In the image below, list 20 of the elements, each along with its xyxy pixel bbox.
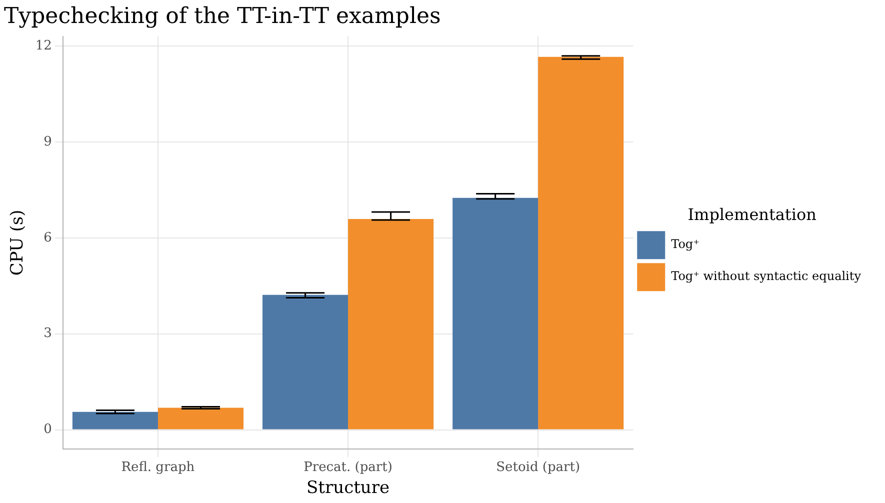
- y-axis-title: CPU (s): [8, 210, 28, 276]
- bar: [262, 294, 348, 430]
- legend-label: Tog⁺: [671, 237, 700, 252]
- chart-title: Typechecking of the TT-in-TT examples: [4, 4, 441, 29]
- y-tick-label: 3: [44, 326, 52, 342]
- y-tick-label: 12: [35, 38, 52, 54]
- bar: [72, 412, 158, 430]
- legend-title: Implementation: [688, 205, 816, 224]
- y-tick-label: 9: [44, 134, 52, 150]
- bar: [348, 219, 434, 430]
- y-tick-label: 0: [44, 422, 52, 438]
- x-tick-label: Precat. (part): [304, 460, 392, 476]
- bar: [452, 198, 538, 430]
- y-tick-label: 6: [44, 230, 52, 246]
- x-tick-label: Refl. graph: [121, 460, 196, 476]
- bar: [158, 408, 244, 430]
- x-axis-title: Structure: [306, 478, 390, 498]
- x-tick-label: Setoid (part): [496, 460, 580, 476]
- legend-label: Tog⁺ without syntactic equality: [671, 269, 862, 284]
- bar: [538, 56, 624, 430]
